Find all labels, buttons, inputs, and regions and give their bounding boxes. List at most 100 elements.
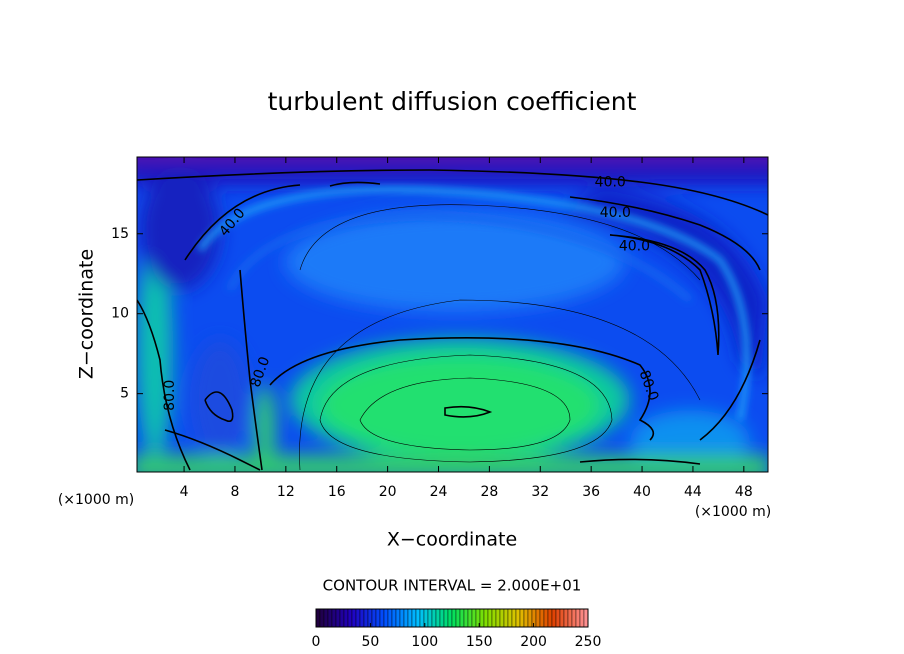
colorbar-cell — [535, 608, 541, 628]
colorbar-cell — [415, 608, 421, 628]
colorbar-cell — [435, 608, 441, 628]
colorbar-cell — [359, 608, 365, 628]
colorbar-cell — [511, 608, 517, 628]
x-unit-label: (×1000 m) — [58, 492, 134, 508]
y-tick-label: 15 — [111, 226, 129, 242]
contour-label: 40.0 — [619, 239, 650, 255]
colorbar-cell — [323, 608, 329, 628]
colorbar-cell — [515, 608, 521, 628]
colorbar-cell — [355, 608, 361, 628]
x-tick-label: 24 — [430, 484, 448, 500]
colorbar-cell — [471, 608, 477, 628]
colorbar-cell — [399, 608, 405, 628]
x-tick-label: 48 — [735, 484, 753, 500]
x-unit-label: (×1000 m) — [695, 504, 771, 520]
colorbar-cell — [403, 608, 409, 628]
x-tick-label: 28 — [480, 484, 498, 500]
colorbar-cell — [331, 608, 337, 628]
colorbar-cell — [455, 608, 461, 628]
colorbar-cell — [379, 608, 385, 628]
colorbar-cell — [391, 608, 397, 628]
colorbar-cell — [583, 608, 589, 628]
colorbar-cell — [459, 608, 465, 628]
colorbar-cell — [467, 608, 473, 628]
colorbar-cell — [407, 608, 413, 628]
colorbar-tick-label: 200 — [520, 634, 547, 650]
colorbar-tick-label: 150 — [466, 634, 493, 650]
colorbar-cell — [419, 608, 425, 628]
colorbar-cell — [451, 608, 457, 628]
colorbar-cell — [335, 608, 341, 628]
colorbar-cell — [427, 608, 433, 628]
x-tick-label: 40 — [633, 484, 651, 500]
contour-label: 40.0 — [600, 205, 631, 221]
colorbar-cell — [375, 608, 381, 628]
colorbar-frame — [315, 608, 589, 628]
x-tick-label: 12 — [277, 484, 295, 500]
y-tick-label: 5 — [120, 386, 129, 402]
contour-field — [137, 157, 768, 472]
colorbar-cell — [347, 608, 353, 628]
contour-label: 40.0 — [595, 175, 626, 191]
x-tick-label: 20 — [379, 484, 397, 500]
x-tick-label: 16 — [328, 484, 346, 500]
colorbar-cell — [339, 608, 345, 628]
colorbar-cell — [563, 608, 569, 628]
contour-label: 80.0 — [162, 380, 178, 411]
colorbar-cell — [491, 608, 497, 628]
colorbar-cell — [503, 608, 509, 628]
colorbar-tick-label: 100 — [411, 634, 438, 650]
colorbar-cell — [387, 608, 393, 628]
colorbar-cell — [439, 608, 445, 628]
colorbar-cell — [551, 608, 557, 628]
colorbar-cell — [527, 608, 533, 628]
colorbar-cell — [547, 608, 553, 628]
colorbar-cell — [483, 608, 489, 628]
y-axis-label: Z−coordinate — [76, 249, 98, 379]
colorbar-cell — [383, 608, 389, 628]
colorbar-cell — [507, 608, 513, 628]
colorbar-cell — [447, 608, 453, 628]
y-tick-label: 10 — [111, 306, 129, 322]
plot-frame — [136, 156, 769, 473]
colorbar-tick-label: 50 — [361, 634, 379, 650]
x-tick-label: 36 — [582, 484, 600, 500]
colorbar-cell — [463, 608, 469, 628]
colorbar-cell — [575, 608, 581, 628]
colorbar-cell — [363, 608, 369, 628]
colorbar-cell — [351, 608, 357, 628]
colorbar-cell — [499, 608, 505, 628]
colorbar-cell — [559, 608, 565, 628]
x-tick-label: 4 — [180, 484, 189, 500]
colorbar-cell — [479, 608, 485, 628]
contour-interval: CONTOUR INTERVAL = 2.000E+01 — [323, 577, 582, 595]
contour-lines-thin — [299, 204, 701, 471]
colorbar-cell — [431, 608, 437, 628]
colorbar-cell — [539, 608, 545, 628]
colorbar-cell — [555, 608, 561, 628]
colorbar-cell — [487, 608, 493, 628]
x-axis-label: X−coordinate — [387, 529, 517, 551]
contour-lines — [137, 169, 768, 471]
colorbar-tick-label: 0 — [312, 634, 321, 650]
colorbar-cell — [395, 608, 401, 628]
x-tick-label: 32 — [531, 484, 549, 500]
colorbar-cell — [315, 608, 321, 628]
colorbar-cell — [319, 608, 325, 628]
colorbar-cell — [519, 608, 525, 628]
x-tick-label: 8 — [230, 484, 239, 500]
colorbar-cell — [543, 608, 549, 628]
colorbar-cell — [443, 608, 449, 628]
colorbar-tick-label: 250 — [575, 634, 602, 650]
colorbar-cell — [327, 608, 333, 628]
colorbar-cell — [495, 608, 501, 628]
chart-title: turbulent diffusion coefficient — [268, 87, 637, 116]
colorbar-cell — [567, 608, 573, 628]
colorbar-cell — [371, 608, 377, 628]
colorbar-cell — [411, 608, 417, 628]
colorbar-cell — [579, 608, 585, 628]
colorbar-cell — [571, 608, 577, 628]
x-tick-label: 44 — [684, 484, 702, 500]
colorbar-cell — [523, 608, 529, 628]
